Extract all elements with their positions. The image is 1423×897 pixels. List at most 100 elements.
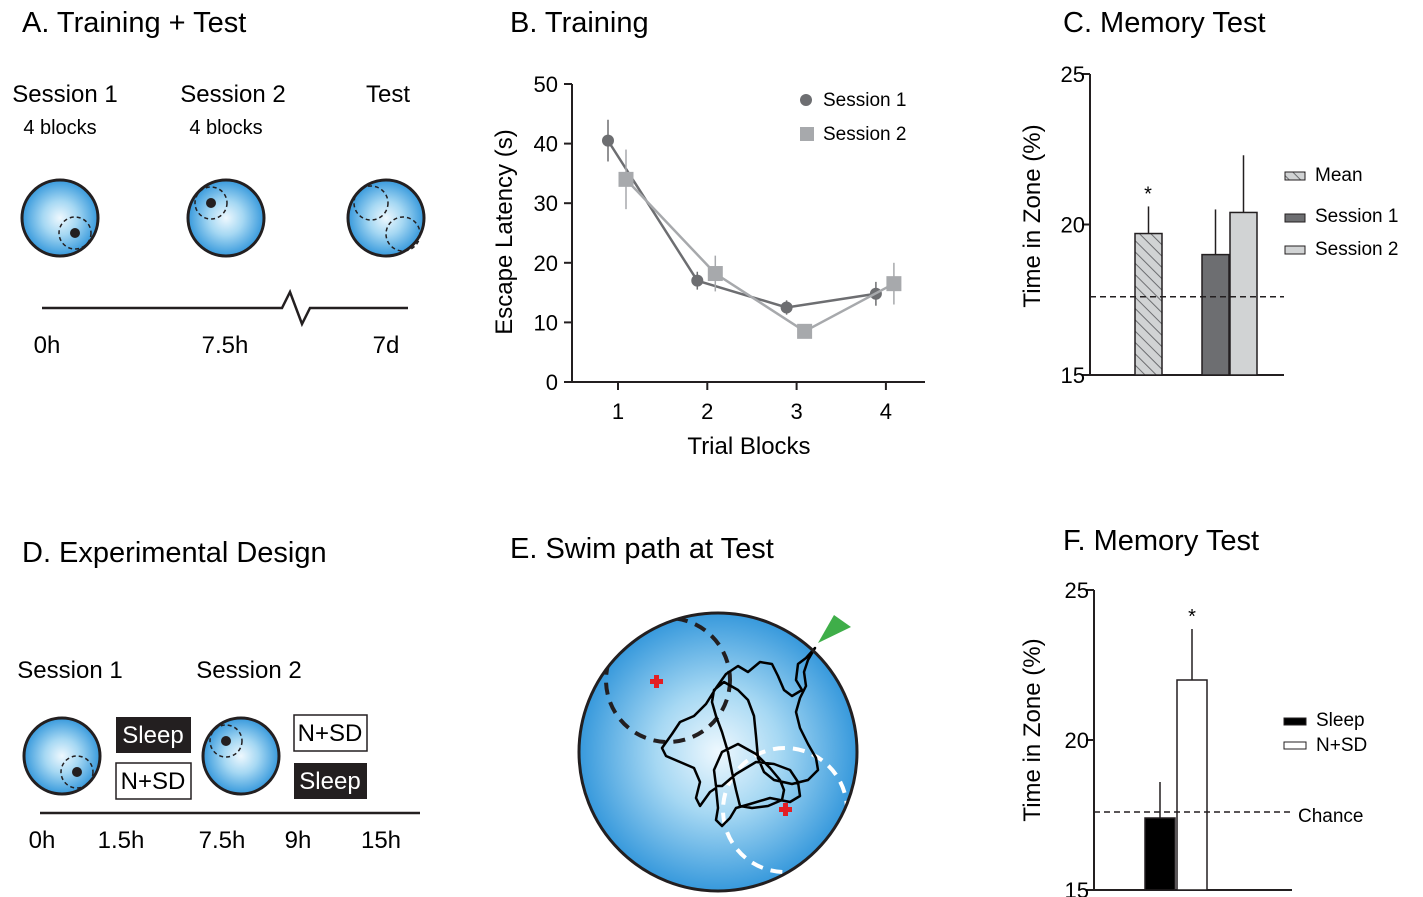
legend-label-session-1: Session 1 bbox=[1315, 206, 1398, 227]
y-tick-label: 25 bbox=[1065, 578, 1089, 603]
nsd-label: N+SD bbox=[121, 768, 186, 795]
time-7d: 7d bbox=[373, 332, 400, 359]
legend-swatch-mean bbox=[1284, 171, 1306, 181]
y-ticks: 15 20 25 bbox=[1061, 62, 1090, 388]
bar bbox=[1144, 817, 1176, 891]
session-2-label: Session 2 bbox=[180, 81, 285, 108]
legend-label-session-2: Session 2 bbox=[823, 124, 906, 145]
y-axis-label: Escape Latency (s) bbox=[491, 129, 518, 334]
platform-dot bbox=[72, 767, 82, 777]
time-0h: 0h bbox=[34, 332, 61, 359]
legend-swatch-nsd bbox=[1283, 741, 1307, 750]
y-tick-label: 10 bbox=[534, 310, 558, 335]
session-2-label: Session 2 bbox=[196, 657, 301, 684]
pool-session-2 bbox=[201, 716, 281, 796]
session-2-blocks: 4 blocks bbox=[189, 117, 262, 139]
target-zone bbox=[209, 724, 243, 758]
panel-b-title: B. Training bbox=[510, 7, 649, 39]
x-axis-label: Trial Blocks bbox=[687, 433, 810, 460]
pool bbox=[579, 613, 857, 891]
legend: Mean Session 1 Session 2 bbox=[1284, 165, 1398, 260]
legend-label-session-2: Session 2 bbox=[1315, 239, 1398, 260]
panel-c: C. Memory Test Time in Zone (%) 15 20 25 *… bbox=[1019, 7, 1398, 388]
y-ticks: 0 10 20 30 40 50 bbox=[534, 72, 572, 395]
legend: Session 1 Session 2 bbox=[800, 90, 906, 145]
data-point bbox=[780, 301, 793, 314]
platform-dot bbox=[70, 228, 80, 238]
panel-d-title: D. Experimental Design bbox=[22, 537, 327, 569]
significance-star: * bbox=[1188, 606, 1196, 628]
x-tick-label: 3 bbox=[790, 399, 802, 424]
swim-path bbox=[660, 646, 820, 828]
bars-group bbox=[1134, 155, 1258, 376]
panel-a: A. Training + Test Session 1 4 blocks Se… bbox=[12, 7, 426, 359]
pool-session-2 bbox=[186, 178, 266, 258]
pool-session-1 bbox=[20, 178, 100, 258]
data-point bbox=[797, 323, 813, 339]
data-point bbox=[691, 274, 704, 287]
y-tick-label: 20 bbox=[1061, 213, 1085, 238]
x-tick-label: 2 bbox=[701, 399, 713, 424]
data-point bbox=[707, 266, 723, 282]
y-tick-label: 15 bbox=[1061, 363, 1085, 388]
legend: Sleep N+SD bbox=[1283, 710, 1367, 756]
y-tick-label: 30 bbox=[534, 191, 558, 216]
series-group bbox=[602, 119, 902, 339]
legend-swatch-sleep bbox=[1283, 717, 1307, 726]
sleep-label: Sleep bbox=[122, 722, 183, 749]
legend-label-session-1: Session 1 bbox=[823, 90, 906, 111]
test-label: Test bbox=[366, 81, 410, 108]
bars-group bbox=[1144, 629, 1208, 891]
time-7-5h: 7.5h bbox=[199, 827, 246, 854]
time-9h: 9h bbox=[285, 827, 312, 854]
panel-f-title: F. Memory Test bbox=[1063, 525, 1259, 557]
y-tick-label: 0 bbox=[546, 370, 558, 395]
bar bbox=[1176, 679, 1208, 891]
legend-label-mean: Mean bbox=[1315, 165, 1363, 186]
sleep-label: Sleep bbox=[299, 768, 360, 795]
panel-b: B. Training Escape Latency (s) Trial Blo… bbox=[491, 7, 925, 460]
y-tick-label: 25 bbox=[1061, 62, 1085, 87]
bar bbox=[1134, 232, 1163, 376]
platform-dot bbox=[221, 736, 231, 746]
y-axis-label: Time in Zone (%) bbox=[1019, 638, 1046, 821]
time-1-5h: 1.5h bbox=[98, 827, 145, 854]
platform-cross-bottom bbox=[779, 803, 792, 816]
series-line bbox=[606, 139, 877, 309]
x-tick-label: 1 bbox=[612, 399, 624, 424]
y-ticks: 15 20 25 bbox=[1065, 578, 1094, 897]
target-zone bbox=[58, 216, 92, 250]
target-zone bbox=[353, 185, 389, 221]
time-15h: 15h bbox=[361, 827, 401, 854]
session-1-blocks: 4 blocks bbox=[23, 117, 96, 139]
time-7-5h: 7.5h bbox=[202, 332, 249, 359]
data-point bbox=[886, 276, 902, 292]
time-0h: 0h bbox=[29, 827, 56, 854]
y-tick-label: 20 bbox=[1065, 728, 1089, 753]
session-1-label: Session 1 bbox=[17, 657, 122, 684]
y-tick-label: 40 bbox=[534, 132, 558, 157]
chance-label: Chance bbox=[1298, 806, 1364, 827]
target-zone bbox=[194, 186, 228, 220]
legend-swatch-session-2 bbox=[1284, 245, 1306, 255]
platform-cross-top bbox=[650, 675, 663, 688]
data-point bbox=[618, 171, 634, 187]
y-tick-label: 20 bbox=[534, 251, 558, 276]
panel-e-title: E. Swim path at Test bbox=[510, 533, 774, 565]
y-axis-label: Time in Zone (%) bbox=[1019, 124, 1046, 307]
panel-a-title: A. Training + Test bbox=[22, 7, 246, 39]
legend-label-nsd: N+SD bbox=[1316, 735, 1367, 756]
start-arrow-icon bbox=[818, 615, 851, 643]
timeline bbox=[42, 288, 408, 328]
legend-label-sleep: Sleep bbox=[1316, 710, 1365, 731]
legend-swatch-session-1 bbox=[1284, 213, 1306, 223]
panel-e: E. Swim path at Test bbox=[510, 533, 859, 893]
target-zone bbox=[60, 755, 94, 789]
nsd-label: N+SD bbox=[298, 720, 363, 747]
target-zone bbox=[385, 216, 421, 252]
panel-c-title: C. Memory Test bbox=[1063, 7, 1266, 39]
y-tick-label: 50 bbox=[534, 72, 558, 97]
x-tick-label: 4 bbox=[880, 399, 892, 424]
x-ticks: 1 2 3 4 bbox=[612, 382, 892, 424]
